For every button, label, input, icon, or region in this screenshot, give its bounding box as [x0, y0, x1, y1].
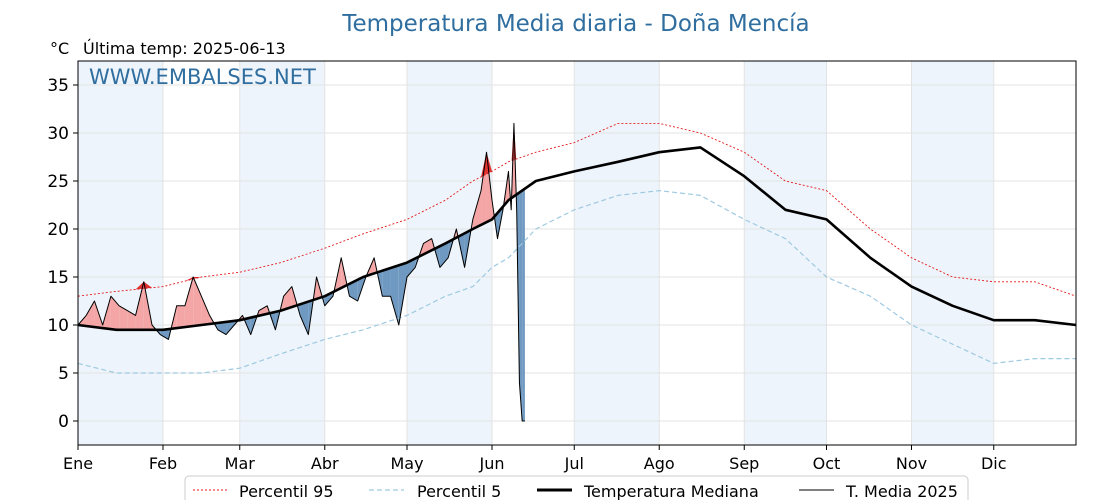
series-line-p95 [77, 122, 1077, 297]
above-median-fill [201, 296, 210, 325]
below-median-fill [439, 241, 449, 268]
above-median-fill [193, 277, 202, 327]
x-tick-label: Abr [311, 454, 339, 473]
x-tick-label: Sep [729, 454, 759, 473]
month-band [574, 61, 660, 445]
y-tick-label: 15 [47, 268, 69, 288]
last-temp-label: Última temp: 2025-06-13 [83, 39, 286, 58]
month-bands [78, 61, 994, 445]
plot-frame [77, 60, 1077, 446]
x-axis-ticks: Ene Feb Mar Abr May Jun Jul Ago Sep Oct Nov Dic [63, 445, 1007, 473]
y-tick-label: 35 [47, 76, 69, 96]
below-median-fill [160, 329, 169, 340]
below-median-fill [349, 279, 358, 301]
above-median-fill [176, 305, 185, 329]
legend-t2025-label: T. Media 2025 [845, 482, 958, 500]
above-median-fill [472, 190, 482, 229]
y-tick-label: 5 [58, 364, 69, 384]
above-median-fill [119, 305, 128, 330]
below-median-fill [522, 188, 525, 421]
above-median-fill [511, 123, 514, 199]
below-median-fill [217, 321, 227, 335]
below-median-fill [226, 320, 235, 335]
legend-median-label: Temperatura Mediana [583, 482, 759, 500]
y-unit-label: °C [50, 39, 69, 58]
above-p95-fill [184, 277, 194, 282]
watermark: WWW.EMBALSES.NET [89, 65, 316, 89]
series-line-median [77, 146, 1077, 332]
y-axis-ticks: 0 5 10 15 20 25 30 35 [47, 76, 78, 432]
above-median-fill [283, 286, 292, 310]
x-tick-label: May [390, 454, 423, 473]
legend: Percentil 95 Percentil 5 Temperatura Med… [184, 475, 969, 500]
legend-p95-label: Percentil 95 [239, 482, 334, 500]
y-tick-label: 0 [58, 412, 69, 432]
below-median-fill [300, 301, 309, 335]
y-tick-label: 10 [47, 316, 69, 336]
below-median-fill [382, 268, 391, 297]
chart-title: Temperatura Media diaria - Doña Mencía [341, 11, 809, 37]
y-tick-label: 20 [47, 220, 69, 240]
below-median-fill [398, 262, 408, 325]
x-tick-label: Oct [813, 454, 841, 473]
above-median-fill [86, 301, 95, 328]
above-p95-fill [143, 281, 153, 289]
below-median-fill [519, 190, 523, 421]
above-median-fill [184, 277, 194, 328]
above-p95-fill [135, 281, 144, 290]
legend-box [184, 475, 969, 500]
month-band [239, 61, 325, 445]
series-line-p5 [77, 190, 1076, 374]
below-median-fill [390, 265, 399, 325]
x-tick-label: Dic [981, 454, 1007, 473]
x-tick-label: Jun [479, 454, 505, 473]
x-tick-label: Nov [896, 454, 927, 473]
y-tick-label: 25 [47, 172, 69, 192]
above-median-fill [135, 281, 144, 330]
series-line-t2025 [77, 122, 525, 422]
y-tick-label: 30 [47, 124, 69, 144]
legend-p5-label: Percentil 5 [417, 482, 501, 500]
x-tick-label: Mar [225, 454, 256, 473]
x-tick-label: Ene [63, 454, 93, 473]
x-tick-label: Jul [564, 454, 584, 473]
month-band [78, 61, 163, 445]
above-p95-fill [486, 152, 493, 175]
above-median-fill [110, 296, 120, 330]
x-tick-label: Feb [149, 454, 177, 473]
series-lines [77, 122, 1077, 422]
above-median-fill [127, 310, 136, 330]
month-band [911, 61, 994, 445]
x-tick-label: Ago [644, 454, 675, 473]
month-band [744, 61, 827, 445]
below-median-fill [407, 258, 416, 277]
